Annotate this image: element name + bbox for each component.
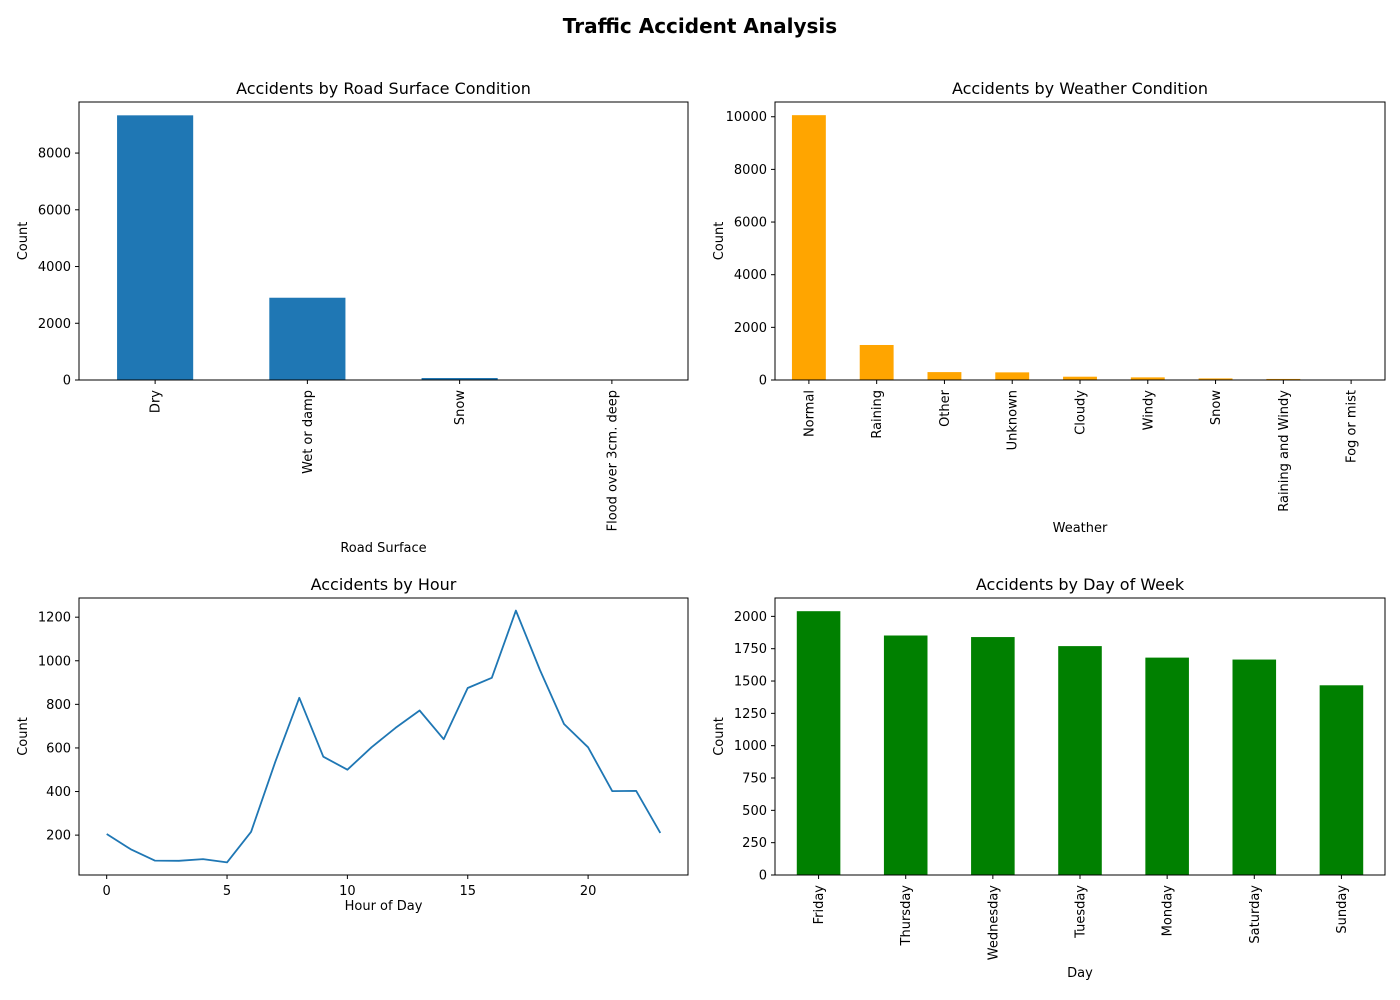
x-tick-label: Thursday xyxy=(899,885,914,947)
x-tick-label: Normal xyxy=(802,390,817,437)
bar-other xyxy=(927,372,962,380)
y-axis-label: Count xyxy=(712,222,727,261)
y-tick-label: 1000 xyxy=(734,739,767,754)
x-tick-label: Wednesday xyxy=(986,885,1001,961)
weather-chart: Accidents by Weather Condition Count Weath… xyxy=(712,79,1386,536)
x-tick-label: 0 xyxy=(103,884,111,899)
y-tick-label: 400 xyxy=(46,785,71,800)
y-tick-label: 1000 xyxy=(38,654,71,669)
y-axis-label: Count xyxy=(16,222,31,261)
y-tick-label: 500 xyxy=(742,804,767,819)
y-tick-label: 6000 xyxy=(38,203,71,218)
x-tick-label: Raining xyxy=(870,390,885,439)
bar-friday xyxy=(796,611,841,875)
y-tick-label: 2000 xyxy=(38,317,71,332)
y-tick-label: 1500 xyxy=(734,675,767,690)
y-tick-label: 750 xyxy=(742,772,767,787)
x-tick-label: Flood over 3cm. deep xyxy=(605,390,620,531)
y-tick-label: 8000 xyxy=(734,163,767,178)
x-tick-label: 15 xyxy=(459,884,476,899)
x-tick-label: Raining and Windy xyxy=(1277,390,1292,512)
bar-normal xyxy=(791,115,826,381)
day-of-week-chart: Accidents by Day of Week Count Day 0 250 500 7… xyxy=(712,575,1386,981)
y-tick-label: 2000 xyxy=(734,610,767,625)
y-tick-label: 8000 xyxy=(38,147,71,162)
y-tick-label: 10000 xyxy=(726,110,767,125)
y-tick-label: 200 xyxy=(46,829,71,844)
bar-unknown xyxy=(995,372,1030,380)
bar-wet-or-damp xyxy=(269,297,346,380)
x-tick-label: 5 xyxy=(223,884,231,899)
x-tick-label: Tuesday xyxy=(1074,885,1089,939)
bar-snow xyxy=(421,378,498,380)
y-axis-label: Count xyxy=(16,717,31,756)
x-tick-label: Windy xyxy=(1141,390,1156,431)
x-axis-label: Road Surface xyxy=(340,541,426,556)
x-tick-label: Dry xyxy=(149,390,164,413)
y-tick-label: 6000 xyxy=(734,216,767,231)
plot-frame xyxy=(78,597,689,876)
y-axis-label: Count xyxy=(712,717,727,756)
y-tick-label: 800 xyxy=(46,698,71,713)
y-tick-label: 1200 xyxy=(38,611,71,626)
bar-sunday xyxy=(1319,685,1364,875)
x-axis-label: Day xyxy=(1067,966,1093,981)
x-tick-label: Other xyxy=(938,389,953,427)
x-tick-label: Snow xyxy=(1209,390,1224,425)
chart-title: Accidents by Road Surface Condition xyxy=(236,79,531,98)
x-axis-label: Weather xyxy=(1053,521,1108,536)
bar-raining xyxy=(859,344,894,380)
x-tick-label: 10 xyxy=(339,884,356,899)
x-tick-label: Fog or mist xyxy=(1345,390,1360,463)
y-tick-label: 600 xyxy=(46,741,71,756)
plot-frame xyxy=(774,101,1386,381)
bar-snow xyxy=(1198,378,1233,380)
x-tick-label: Sunday xyxy=(1335,885,1350,934)
bar-tuesday xyxy=(1058,646,1102,875)
y-tick-label: 0 xyxy=(759,869,767,884)
y-tick-label: 2000 xyxy=(734,321,767,336)
chart-title: Accidents by Weather Condition xyxy=(952,79,1208,98)
bar-dry xyxy=(117,115,194,381)
bar-raining-and-windy xyxy=(1266,378,1301,380)
bar-wednesday xyxy=(971,637,1015,875)
y-tick-label: 0 xyxy=(63,374,71,389)
chart-title: Accidents by Hour xyxy=(311,575,457,594)
x-axis-label: Hour of Day xyxy=(345,899,423,914)
plot-frame xyxy=(78,101,689,381)
bar-monday xyxy=(1145,657,1189,875)
plot-frame xyxy=(774,597,1386,876)
y-tick-label: 250 xyxy=(742,836,767,851)
x-tick-label: Unknown xyxy=(1006,390,1021,450)
x-tick-label: Cloudy xyxy=(1074,390,1089,435)
x-tick-label: Wet or damp xyxy=(301,390,316,474)
x-tick-label: Saturday xyxy=(1248,885,1263,944)
bar-cloudy xyxy=(1063,376,1097,380)
hourly-series-line xyxy=(106,609,662,864)
figure-title: Traffic Accident Analysis xyxy=(562,14,838,38)
bar-saturday xyxy=(1232,659,1277,875)
bar-windy xyxy=(1130,377,1165,380)
y-tick-label: 4000 xyxy=(734,268,767,283)
x-tick-label: 20 xyxy=(580,884,597,899)
x-tick-label: Snow xyxy=(453,390,468,425)
chart-title: Accidents by Day of Week xyxy=(976,575,1185,594)
y-tick-label: 4000 xyxy=(38,260,71,275)
x-tick-label: Monday xyxy=(1161,885,1176,937)
y-tick-label: 0 xyxy=(759,374,767,389)
x-tick-label: Friday xyxy=(812,885,827,925)
y-tick-label: 1250 xyxy=(734,707,767,722)
bar-thursday xyxy=(883,635,928,875)
y-tick-label: 1750 xyxy=(734,642,767,657)
road-surface-chart: Accidents by Road Surface Condition Count… xyxy=(16,79,689,556)
